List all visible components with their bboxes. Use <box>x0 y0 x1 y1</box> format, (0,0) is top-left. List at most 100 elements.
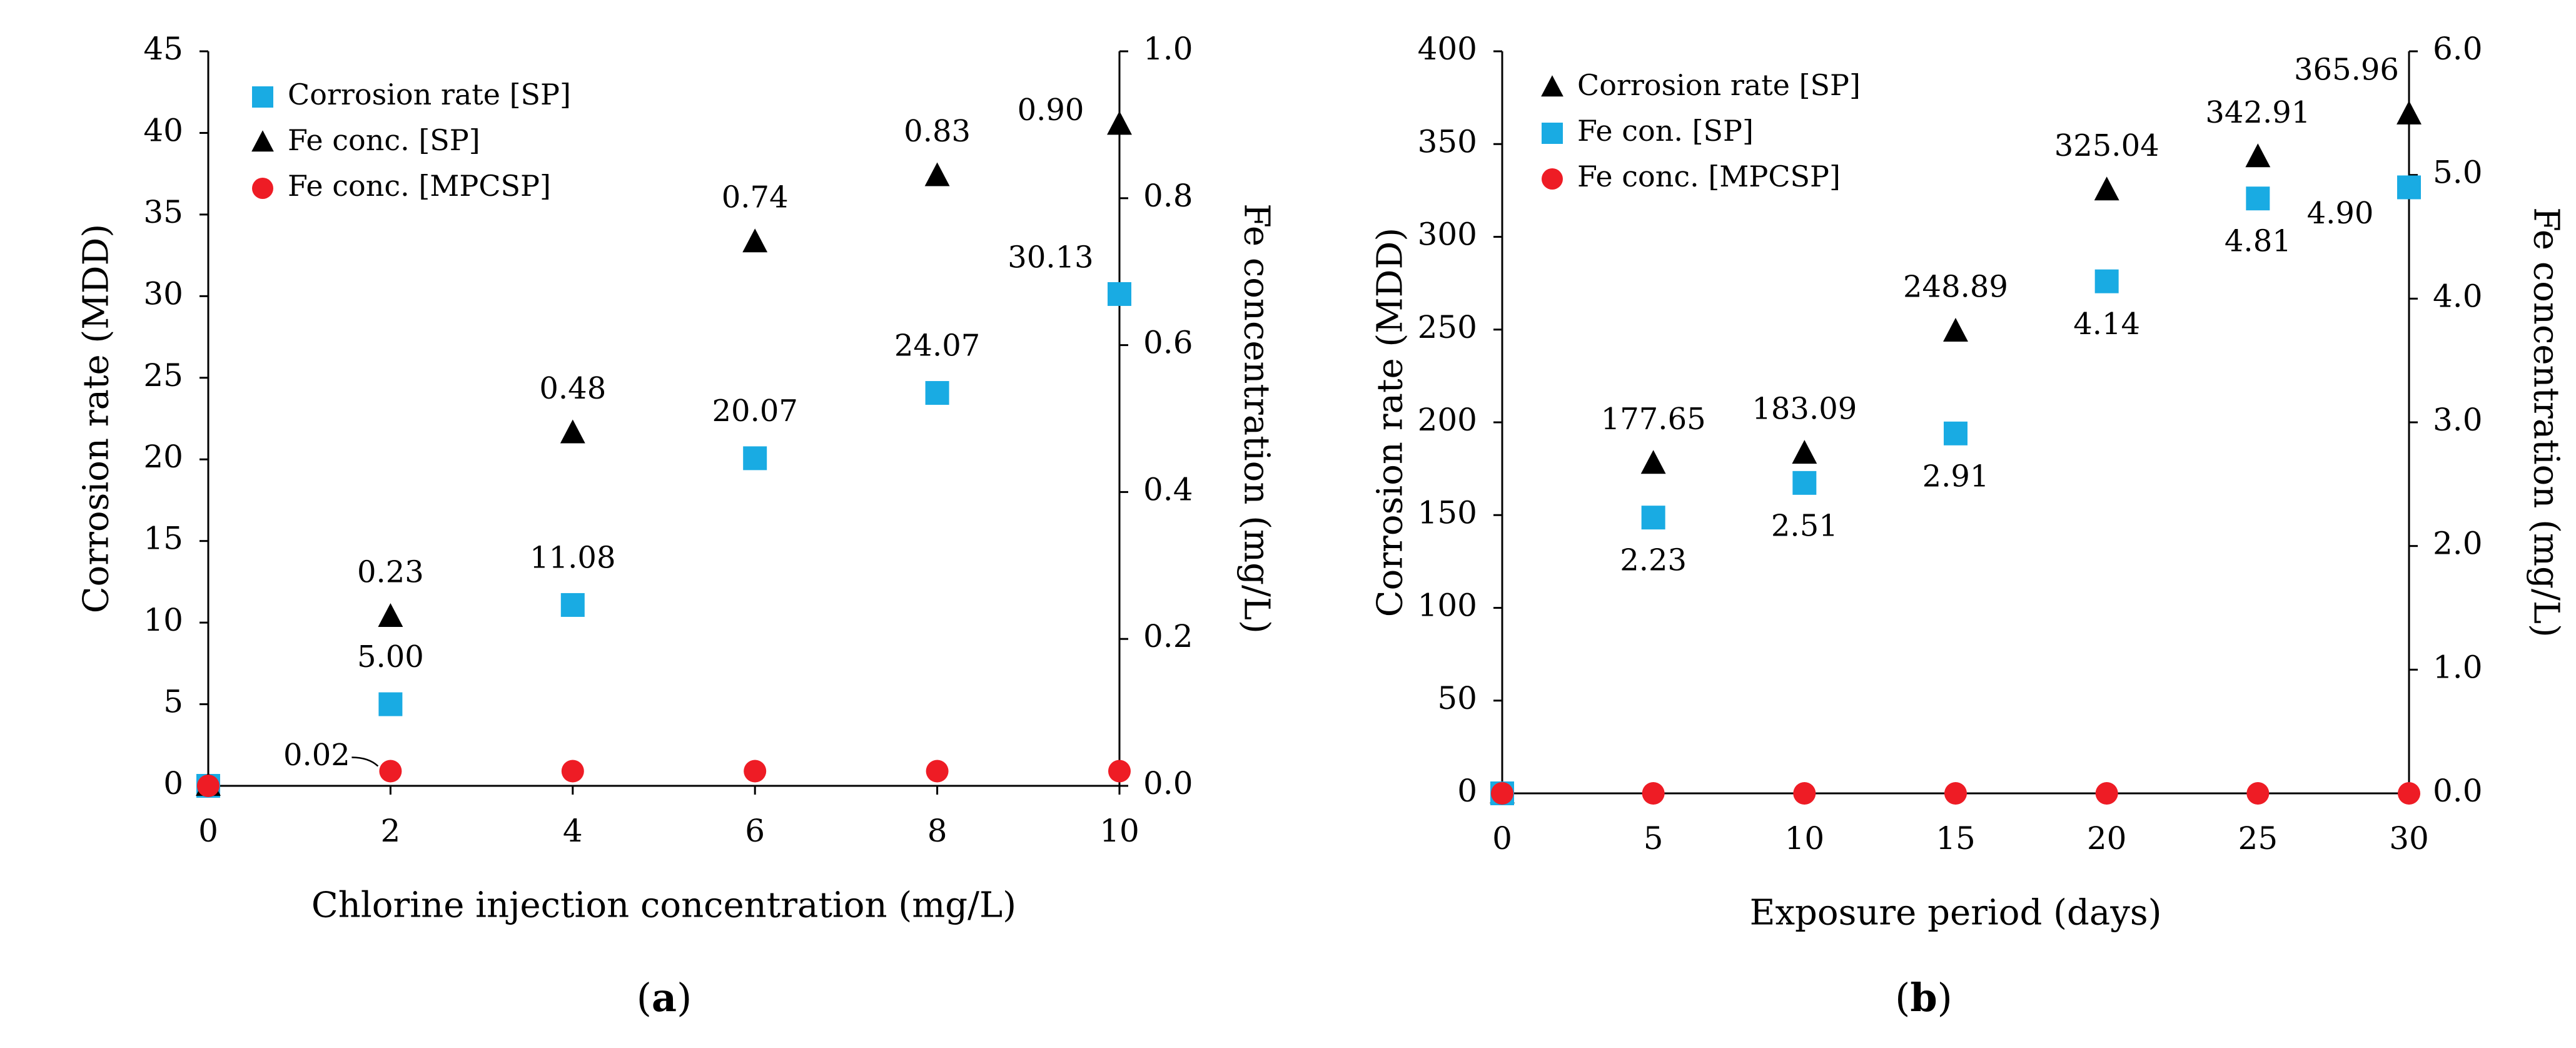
data-point-square <box>925 381 949 405</box>
y2-tick-label: 1.0 <box>1143 31 1193 67</box>
data-label: 0.02 <box>283 738 350 773</box>
legend-label: Fe conc. [MPCSP] <box>288 169 551 203</box>
data-point-triangle <box>1792 440 1817 464</box>
legend-marker-circle <box>252 178 273 199</box>
panel-label: (b) <box>1895 975 1952 1020</box>
y-axis-title: Corrosion rate (MDD) <box>1370 228 1411 617</box>
y2-tick-label: 3.0 <box>2433 402 2483 438</box>
x-tick-label: 10 <box>1099 813 1139 849</box>
data-point-triangle <box>742 228 768 253</box>
data-label: 183.09 <box>1752 392 1857 427</box>
x-tick-label: 30 <box>2389 820 2429 857</box>
data-label: 365.96 <box>2294 52 2399 87</box>
x-tick-label: 2 <box>380 813 400 849</box>
y-tick-label: 5 <box>163 684 183 720</box>
data-point-square <box>1792 471 1817 495</box>
x-tick-label: 5 <box>1644 820 1664 857</box>
data-point-circle <box>744 760 767 783</box>
legend-label: Corrosion rate [SP] <box>288 78 571 111</box>
x-tick-label: 15 <box>1936 820 1976 857</box>
x-tick-label: 0 <box>1492 820 1512 857</box>
data-point-circle <box>926 760 949 783</box>
y-tick-label: 45 <box>143 31 183 67</box>
data-point-circle <box>1793 782 1816 805</box>
x-tick-label: 10 <box>1785 820 1825 857</box>
data-label: 248.89 <box>1903 270 2008 305</box>
chart-panel-b: 0501001502002503003504000.01.02.03.04.05… <box>1370 31 2567 1020</box>
data-label: 342.91 <box>2205 95 2310 130</box>
data-label: 11.08 <box>530 540 615 575</box>
data-label: 0.23 <box>357 554 424 589</box>
data-point-triangle <box>378 603 403 627</box>
x-axis-title: Exposure period (days) <box>1750 893 2162 934</box>
y-tick-label: 300 <box>1418 216 1477 253</box>
x-tick-label: 6 <box>745 813 765 849</box>
data-point-circle <box>1108 760 1131 783</box>
x-axis-title: Chlorine injection concentration (mg/L) <box>311 885 1016 926</box>
y-tick-label: 0 <box>163 765 183 801</box>
legend-marker-square <box>1542 123 1563 144</box>
x-tick-label: 8 <box>927 813 947 849</box>
data-point-circle <box>561 760 584 783</box>
data-point-square <box>1944 421 1967 445</box>
data-point-triangle <box>1107 111 1132 135</box>
data-point-circle <box>2095 782 2118 805</box>
y2-tick-label: 5.0 <box>2433 155 2483 191</box>
y-axis-title: Corrosion rate (MDD) <box>76 224 117 613</box>
legend-marker-triangle <box>251 130 274 152</box>
data-point-square <box>2246 186 2270 211</box>
data-label: 325.04 <box>2054 128 2159 163</box>
y-tick-label: 35 <box>143 194 183 230</box>
y2-axis-title: Fe concentration (mg/L) <box>1236 203 1277 634</box>
data-label: 0.90 <box>1018 93 1084 128</box>
y2-tick-label: 1.0 <box>2433 649 2483 685</box>
leader-line <box>351 756 379 767</box>
x-tick-label: 0 <box>198 813 218 849</box>
data-point-triangle <box>1943 318 1968 342</box>
data-label: 4.90 <box>2307 196 2374 231</box>
data-point-square <box>2094 269 2119 293</box>
data-label: 2.23 <box>1620 543 1687 578</box>
chart-panel-a: 0 5 10 15 20 25 30 35 40 45 0.0 0.2 0.4 0.6 0.8 1.0 0 2 4 6… <box>76 31 1277 1020</box>
y-tick-label: 20 <box>143 439 183 475</box>
data-label: 24.07 <box>894 328 980 364</box>
y2-tick-label: 0.8 <box>1143 178 1193 214</box>
legend-marker-square <box>252 86 273 108</box>
y-tick-label: 30 <box>143 275 183 312</box>
y2-tick-label: 4.0 <box>2433 278 2483 314</box>
y-tick-label: 400 <box>1418 31 1477 67</box>
data-label: 5.00 <box>357 639 424 674</box>
legend-label: Fe conc. [SP] <box>288 123 480 157</box>
data-label: 0.48 <box>539 371 606 406</box>
data-label: 177.65 <box>1601 402 1706 437</box>
data-point-triangle <box>1640 450 1666 474</box>
data-point-triangle <box>2094 176 2119 201</box>
y2-tick-label: 0.6 <box>1143 325 1193 361</box>
y-tick-label: 100 <box>1418 588 1477 624</box>
y2-tick-label: 6.0 <box>2433 31 2483 67</box>
data-label: 0.83 <box>904 114 971 149</box>
data-point-circle <box>1642 782 1665 805</box>
y2-tick-label: 0.2 <box>1143 618 1193 654</box>
y-tick-label: 0 <box>1457 773 1477 809</box>
data-point-circle <box>1944 782 1967 805</box>
data-point-circle <box>1491 782 1513 805</box>
x-tick-label: 20 <box>2087 820 2127 857</box>
data-point-circle <box>379 760 402 783</box>
data-label: 4.14 <box>2073 307 2140 342</box>
data-point-square <box>1108 282 1131 306</box>
data-point-triangle <box>2245 143 2271 168</box>
y2-tick-label: 0.4 <box>1143 471 1193 507</box>
y-tick-label: 50 <box>1437 680 1477 716</box>
data-label: 2.51 <box>1771 508 1838 543</box>
y-tick-label: 15 <box>143 521 183 557</box>
data-label: 2.91 <box>1922 459 1989 494</box>
y-tick-label: 200 <box>1418 402 1477 438</box>
x-tick-label: 25 <box>2238 820 2278 857</box>
data-point-triangle <box>2397 100 2422 125</box>
data-point-square <box>560 593 585 617</box>
panel-label: (a) <box>637 975 692 1020</box>
y2-axis-title: Fe concentration (mg/L) <box>2526 207 2567 638</box>
y-tick-label: 250 <box>1418 309 1477 345</box>
